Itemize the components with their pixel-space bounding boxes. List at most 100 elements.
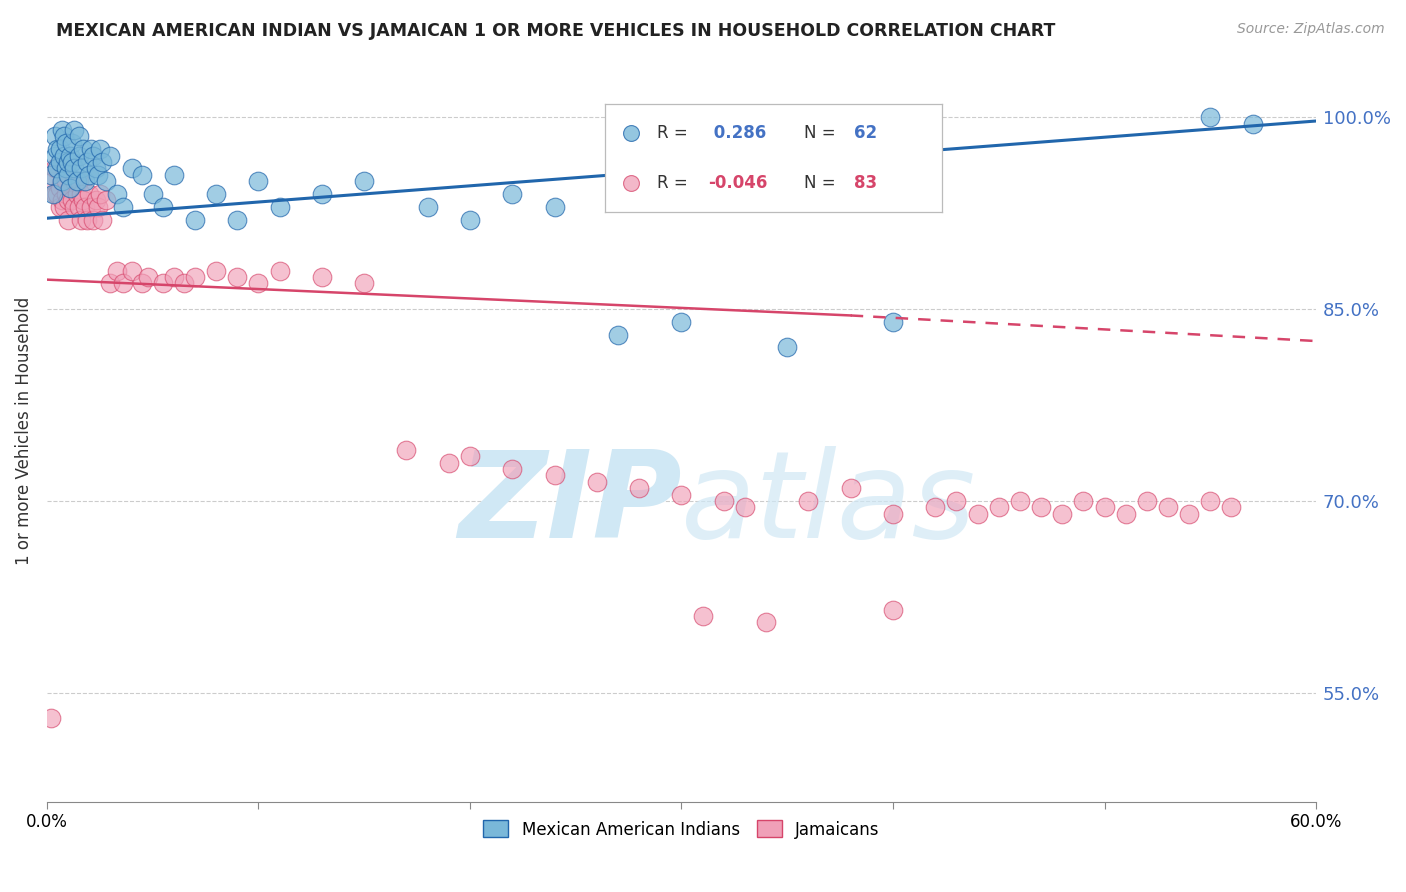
Point	[797, 494, 820, 508]
Point	[39, 168, 62, 182]
Point	[86, 200, 108, 214]
Y-axis label: 1 or more Vehicles in Household: 1 or more Vehicles in Household	[15, 296, 32, 565]
Point	[51, 194, 73, 208]
Point	[56, 212, 79, 227]
Point	[226, 270, 249, 285]
Point	[138, 270, 160, 285]
Point	[89, 186, 111, 201]
Point	[44, 161, 66, 176]
Point	[1136, 494, 1159, 508]
Point	[56, 194, 79, 208]
Point	[72, 142, 94, 156]
Point	[48, 155, 70, 169]
Point	[1094, 500, 1116, 515]
Point	[1115, 507, 1137, 521]
Point	[1199, 494, 1222, 508]
Point	[60, 194, 83, 208]
Point	[839, 481, 862, 495]
Point	[94, 174, 117, 188]
Point	[42, 186, 65, 201]
Point	[205, 186, 228, 201]
Point	[67, 148, 90, 162]
Point	[713, 494, 735, 508]
Point	[63, 200, 86, 214]
Point	[51, 174, 73, 188]
Point	[65, 186, 87, 201]
Point	[76, 155, 98, 169]
Point	[59, 180, 82, 194]
Point	[46, 161, 69, 176]
Point	[77, 168, 100, 182]
Point	[55, 186, 77, 201]
Point	[82, 148, 104, 162]
Point	[55, 161, 77, 176]
Point	[82, 212, 104, 227]
Point	[105, 263, 128, 277]
Point	[98, 277, 121, 291]
Point	[44, 186, 66, 201]
Point	[543, 200, 565, 214]
Point	[1073, 494, 1095, 508]
Point	[543, 468, 565, 483]
Point	[98, 148, 121, 162]
Point	[80, 200, 103, 214]
Point	[52, 200, 75, 214]
Point	[52, 161, 75, 176]
Point	[882, 603, 904, 617]
Point	[46, 186, 69, 201]
Point	[184, 212, 207, 227]
Point	[46, 161, 69, 176]
Point	[131, 168, 153, 182]
Point	[734, 500, 756, 515]
Point	[755, 615, 778, 630]
Point	[131, 277, 153, 291]
Point	[42, 174, 65, 188]
Text: atlas: atlas	[682, 446, 977, 563]
Point	[90, 155, 112, 169]
Point	[1241, 117, 1264, 131]
Point	[1029, 500, 1052, 515]
Point	[501, 462, 523, 476]
Point	[121, 161, 143, 176]
Text: ZIP: ZIP	[458, 446, 682, 563]
Point	[501, 186, 523, 201]
Point	[69, 161, 91, 176]
Point	[46, 142, 69, 156]
Point	[1050, 507, 1073, 521]
Point	[112, 200, 135, 214]
Point	[44, 129, 66, 144]
Point	[924, 500, 946, 515]
Point	[458, 212, 481, 227]
Point	[173, 277, 195, 291]
Point	[247, 277, 270, 291]
Point	[586, 475, 609, 489]
Point	[48, 142, 70, 156]
Point	[152, 277, 174, 291]
Point	[163, 168, 186, 182]
Point	[63, 174, 86, 188]
Point	[56, 155, 79, 169]
Point	[76, 212, 98, 227]
Point	[1220, 500, 1243, 515]
Point	[86, 168, 108, 182]
Point	[395, 442, 418, 457]
Point	[205, 263, 228, 277]
Point	[1008, 494, 1031, 508]
Point	[163, 270, 186, 285]
Point	[105, 186, 128, 201]
Point	[67, 200, 90, 214]
Point	[226, 212, 249, 227]
Point	[60, 136, 83, 150]
Point	[311, 270, 333, 285]
Point	[152, 200, 174, 214]
Point	[987, 500, 1010, 515]
Text: Source: ZipAtlas.com: Source: ZipAtlas.com	[1237, 22, 1385, 37]
Point	[67, 129, 90, 144]
Point	[882, 507, 904, 521]
Point	[776, 341, 799, 355]
Point	[77, 186, 100, 201]
Point	[73, 200, 96, 214]
Point	[184, 270, 207, 285]
Point	[121, 263, 143, 277]
Point	[311, 186, 333, 201]
